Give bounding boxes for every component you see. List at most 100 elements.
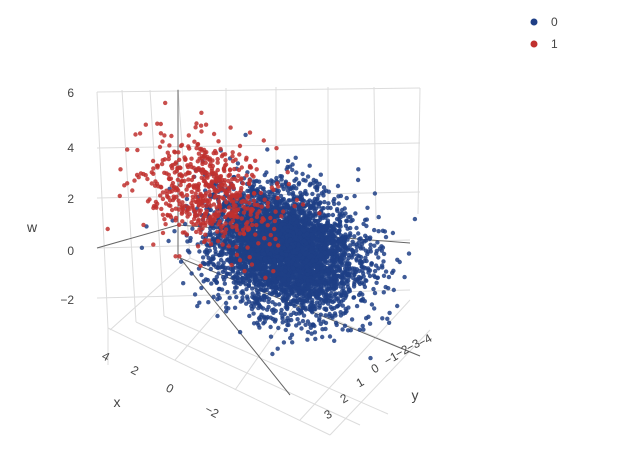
data-point-series-1 [230,224,235,230]
data-point-series-0 [261,266,266,271]
data-point-series-0 [284,289,289,295]
data-point-series-0 [340,327,345,332]
data-point-series-0 [318,246,323,251]
data-point-series-0 [286,277,291,282]
data-point-series-0 [262,256,267,262]
data-point-series-1 [216,188,222,193]
data-point-series-0 [349,317,355,322]
data-point-series-0 [291,230,296,236]
data-point-series-0 [303,322,308,327]
data-point-series-1 [215,238,221,244]
data-point-series-0 [240,255,246,260]
data-point-series-0 [291,244,296,249]
data-point-series-0 [166,238,171,244]
data-point-series-0 [281,340,287,345]
data-point-series-0 [304,258,309,263]
data-point-series-1 [169,189,174,194]
data-point-series-0 [329,252,334,257]
data-point-series-1 [273,209,278,214]
data-point-series-1 [237,152,242,157]
data-point-series-0 [330,212,336,218]
data-point-series-1 [150,158,156,164]
data-point-series-0 [279,174,285,179]
data-point-series-0 [374,280,379,285]
data-point-series-0 [305,319,311,324]
data-point-series-0 [317,303,322,309]
data-point-series-0 [357,268,362,274]
data-point-series-0 [290,209,296,215]
data-point-series-0 [272,257,277,263]
data-point-series-0 [330,231,336,236]
data-point-series-0 [278,225,283,230]
data-point-series-0 [344,309,349,314]
data-point-series-0 [240,295,245,300]
data-point-series-0 [235,161,241,166]
data-point-series-1 [247,130,253,135]
data-point-series-0 [208,226,213,231]
data-point-series-1 [167,143,172,148]
data-point-series-1 [223,227,229,232]
data-point-series-0 [304,231,310,237]
data-point-series-0 [286,215,292,220]
data-point-series-0 [300,171,305,177]
data-point-series-1 [252,191,257,196]
data-point-series-0 [326,201,331,206]
data-point-series-0 [314,201,319,206]
data-point-series-1 [125,147,130,152]
data-point-series-0 [356,167,361,172]
data-point-series-0 [346,234,351,239]
data-point-series-0 [279,238,285,243]
data-point-series-1 [187,146,192,151]
data-point-series-0 [362,258,367,264]
data-point-series-0 [251,321,257,326]
data-point-series-0 [317,316,322,321]
data-point-series-0 [200,255,206,260]
data-point-series-0 [300,216,305,221]
data-point-series-0 [292,248,297,253]
data-point-series-1 [227,167,233,173]
data-point-series-1 [224,200,229,205]
data-point-series-0 [322,281,328,287]
data-point-series-0 [363,238,369,243]
data-point-series-0 [195,303,200,309]
data-point-series-0 [385,316,390,321]
data-point-series-1 [194,229,199,235]
data-point-series-1 [241,210,247,215]
data-point-series-0 [297,308,302,313]
data-point-series-1 [145,176,150,182]
data-point-series-0 [335,183,341,189]
data-point-series-0 [232,305,238,310]
data-point-series-0 [310,199,316,204]
data-point-series-1 [215,167,220,173]
data-point-series-0 [387,310,392,316]
data-point-series-0 [342,266,348,271]
data-point-series-0 [310,242,316,248]
data-point-series-0 [243,132,248,138]
data-point-series-0 [297,321,302,326]
data-point-series-0 [364,223,369,229]
data-point-series-1 [196,203,201,208]
data-point-series-0 [205,277,210,283]
data-point-series-0 [256,196,261,201]
data-point-series-0 [289,291,294,296]
data-point-series-0 [382,229,388,234]
data-point-series-0 [357,327,362,332]
data-point-series-0 [372,243,377,248]
data-point-series-0 [312,208,318,213]
data-point-series-1 [130,188,135,193]
data-point-series-1 [207,193,213,198]
data-point-series-0 [321,189,327,194]
data-point-series-0 [217,295,222,301]
data-point-series-0 [368,249,373,254]
data-point-series-1 [160,190,166,195]
data-point-series-1 [249,206,254,212]
data-point-series-0 [270,300,275,305]
data-point-series-0 [225,289,230,295]
data-point-series-0 [315,218,321,224]
data-point-series-0 [338,310,343,315]
data-point-series-1 [203,211,209,216]
data-point-series-0 [214,274,219,280]
data-point-series-0 [296,180,302,186]
data-point-series-0 [383,284,388,290]
data-point-series-0 [344,195,349,201]
